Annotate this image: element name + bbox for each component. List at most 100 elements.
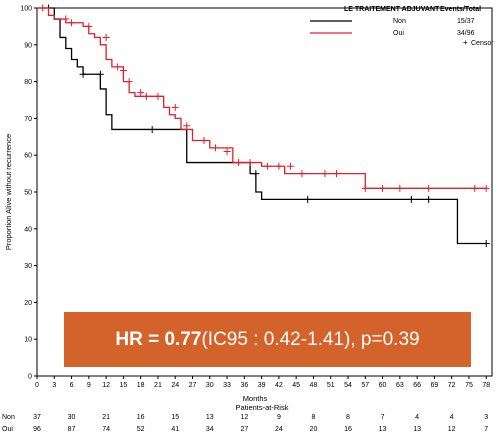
censor-mark-oui: [39, 4, 47, 12]
x-tick-label: 24: [171, 382, 179, 389]
x-tick-label: 6: [70, 382, 74, 389]
plot-axes: 0 3 6 9 12 15 18 21 24 27 30 33 36 39 42 45 48 51 54 57 60 63…: [20, 6, 493, 389]
y-tick-label: 40: [24, 226, 32, 233]
censor-mark-oui: [396, 184, 404, 192]
risk-value: 16: [344, 426, 352, 433]
risk-value: 8: [312, 414, 316, 421]
x-tick-label: 0: [35, 382, 39, 389]
x-tick-label: 36: [240, 382, 248, 389]
x-tick-label: 45: [292, 382, 300, 389]
censor-mark-oui: [379, 184, 387, 192]
series-line-non: [37, 7, 487, 245]
risk-value: 74: [102, 426, 110, 433]
risk-table-title: Patients-at-Risk: [236, 403, 289, 412]
legend-value-non: 15/37: [457, 18, 475, 25]
censor-mark-oui: [212, 144, 220, 152]
risk-value: 37: [33, 414, 41, 421]
y-tick-label: 60: [24, 153, 32, 160]
x-tick-label: 60: [379, 382, 387, 389]
risk-value: 24: [275, 426, 283, 433]
x-tick-label: 63: [396, 382, 404, 389]
risk-row-label: Oui: [2, 426, 13, 433]
censor-mark-oui: [471, 184, 479, 192]
censor-mark-oui: [223, 148, 231, 156]
hazard-ratio-detail: (IC95 : 0.42-1.41), p=0.39: [201, 328, 420, 350]
censor-mark-oui: [425, 184, 433, 192]
y-tick-label: 30: [24, 263, 32, 270]
y-tick-label: 70: [24, 116, 32, 123]
x-tick-label: 12: [102, 382, 110, 389]
risk-value: 34: [206, 426, 214, 433]
censor-mark-oui: [235, 159, 243, 167]
y-tick-label: 80: [24, 79, 32, 86]
risk-value: 87: [68, 426, 76, 433]
risk-value: 3: [484, 414, 488, 421]
legend: LE TRAITEMENT ADJUVANT Events/Total Non …: [310, 6, 494, 47]
x-tick-label: 72: [448, 382, 456, 389]
legend-value-oui: 34/96: [457, 30, 475, 37]
survival-curves: [37, 4, 490, 248]
x-tick-label: 9: [87, 382, 91, 389]
censor-mark-oui: [286, 162, 294, 170]
censor-mark-oui: [275, 162, 283, 170]
risk-value: 20: [310, 426, 318, 433]
risk-row-label: Non: [2, 414, 15, 421]
x-tick-label: 30: [206, 382, 214, 389]
censor-mark-non: [407, 195, 415, 203]
y-tick-label: 10: [24, 337, 32, 344]
x-axis-label: Months: [243, 394, 268, 403]
x-tick-label: 69: [431, 382, 439, 389]
risk-value: 30: [68, 414, 76, 421]
hazard-ratio-box: HR = 0.77 (IC95 : 0.42-1.41), p=0.39: [64, 312, 471, 367]
censor-mark-non: [148, 125, 156, 133]
x-tick-label: 15: [119, 382, 127, 389]
censor-mark-oui: [171, 103, 179, 111]
censor-mark-non: [482, 240, 490, 248]
risk-value: 12: [448, 426, 456, 433]
censor-mark-oui: [85, 22, 93, 30]
risk-value: 52: [137, 426, 145, 433]
x-tick-label: 78: [482, 382, 490, 389]
legend-header: Events/Total: [440, 6, 481, 13]
risk-value: 9: [277, 414, 281, 421]
censor-mark-oui: [246, 159, 254, 167]
risk-value: 8: [346, 414, 350, 421]
hazard-ratio-value: HR = 0.77: [115, 328, 202, 350]
x-tick-label: 42: [275, 382, 283, 389]
x-tick-label: 66: [413, 382, 421, 389]
censor-mark-oui: [102, 33, 110, 41]
censor-mark-oui: [62, 15, 70, 23]
censor-mark-non: [425, 195, 433, 203]
censor-mark-non: [79, 70, 87, 78]
censor-mark-oui: [68, 19, 76, 27]
censor-mark-oui: [125, 78, 133, 86]
y-tick-label: 50: [24, 190, 32, 197]
x-tick-label: 48: [310, 382, 318, 389]
x-tick-label: 57: [361, 382, 369, 389]
x-tick-label: 51: [327, 382, 335, 389]
risk-value: 13: [379, 426, 387, 433]
x-tick-label: 3: [52, 382, 56, 389]
risk-value: 96: [33, 426, 41, 433]
y-axis-label: Proportion Alive without recurrence: [4, 134, 13, 250]
legend-title: LE TRAITEMENT ADJUVANT: [344, 6, 440, 13]
y-tick-label: 100: [20, 6, 32, 13]
censor-mark-oui: [482, 184, 490, 192]
risk-value: 41: [171, 426, 179, 433]
censor-mark-oui: [298, 170, 306, 178]
risk-value: 13: [413, 426, 421, 433]
risk-value: 4: [450, 414, 454, 421]
x-tick-label: 33: [223, 382, 231, 389]
x-tick-label: 54: [344, 382, 352, 389]
censor-mark-oui: [263, 162, 271, 170]
censor-mark-oui: [200, 136, 208, 144]
series-line-oui: [37, 7, 487, 189]
censor-mark-oui: [321, 170, 329, 178]
y-tick-label: 90: [24, 42, 32, 49]
y-tick-label: 0: [28, 374, 32, 381]
risk-value: 21: [102, 414, 110, 421]
censor-mark-oui: [119, 67, 127, 75]
censor-mark-oui: [154, 92, 162, 100]
risk-value: 12: [240, 414, 248, 421]
